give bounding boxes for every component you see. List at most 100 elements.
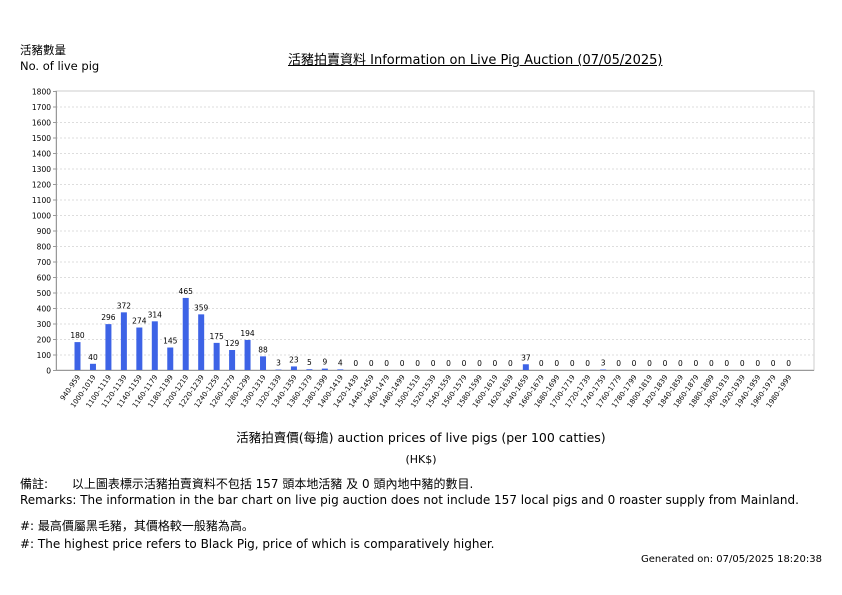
y-tick-label: 500 xyxy=(37,289,52,298)
bar xyxy=(522,364,529,370)
bar xyxy=(182,297,189,370)
y-tick-label: 800 xyxy=(37,243,52,252)
bar-value-label: 37 xyxy=(521,353,531,362)
bar-value-label: 0 xyxy=(632,359,637,368)
bar-value-label: 0 xyxy=(400,359,405,368)
bar xyxy=(260,356,267,370)
remarks: 備註: 以上圖表標示活豬拍賣資料不包括 157 頭本地活豬 及 0 頭內地中豬的… xyxy=(20,476,799,508)
y-axis-label-en: No. of live pig xyxy=(20,59,100,73)
y-tick-label: 600 xyxy=(37,274,52,283)
notes: #: 最高價屬黑毛豬，其價格較一般豬為高。 #: The highest pri… xyxy=(20,517,494,553)
bar-value-label: 0 xyxy=(678,359,683,368)
bar-value-label: 0 xyxy=(786,359,791,368)
bar-value-label: 0 xyxy=(539,359,544,368)
y-tick-label: 400 xyxy=(37,305,52,314)
bar-value-label: 3 xyxy=(276,359,281,368)
bar-chart: 0100200300400500600700800900100011001200… xyxy=(32,88,815,409)
bar-value-label: 40 xyxy=(88,353,98,362)
bar xyxy=(290,366,297,370)
note-en: #: The highest price refers to Black Pig… xyxy=(20,537,495,551)
bar-value-label: 0 xyxy=(771,359,776,368)
bar xyxy=(306,369,313,370)
bar-value-label: 314 xyxy=(148,310,163,319)
y-tick-label: 100 xyxy=(37,351,52,360)
remarks-zh-text: 以上圖表標示活豬拍賣資料不包括 157 頭本地活豬 及 0 頭內地中豬的數目. xyxy=(71,477,474,491)
bar xyxy=(105,324,112,370)
bar-value-label: 23 xyxy=(289,355,299,364)
y-tick-label: 0 xyxy=(46,367,51,376)
y-axis-label-zh: 活豬數量 xyxy=(20,43,66,57)
bar-value-label: 0 xyxy=(709,359,714,368)
bar-value-label: 372 xyxy=(117,301,132,310)
y-tick-label: 1600 xyxy=(32,119,51,128)
y-tick-label: 300 xyxy=(37,320,52,329)
bar-value-label: 88 xyxy=(258,345,268,354)
bar-value-label: 9 xyxy=(322,358,327,367)
bar-value-label: 0 xyxy=(353,359,358,368)
bar-value-label: 175 xyxy=(209,332,224,341)
bar xyxy=(198,314,205,370)
bar xyxy=(213,342,220,370)
remarks-en: Remarks: The information in the bar char… xyxy=(20,493,799,507)
y-tick-label: 1400 xyxy=(32,150,51,159)
bar-value-label: 274 xyxy=(132,317,147,326)
bar-value-label: 4 xyxy=(338,358,343,367)
bar xyxy=(337,369,344,370)
bar xyxy=(167,347,174,370)
remarks-zh-label: 備註: xyxy=(20,477,49,491)
y-tick-label: 1000 xyxy=(32,212,51,221)
bar xyxy=(74,342,81,370)
bar-value-label: 0 xyxy=(415,359,420,368)
bar-value-label: 0 xyxy=(755,359,760,368)
plot-area xyxy=(55,90,815,371)
bar-value-label: 145 xyxy=(163,337,178,346)
generated-timestamp: Generated on: 07/05/2025 18:20:38 xyxy=(641,554,822,565)
y-tick-label: 1100 xyxy=(32,196,51,205)
y-tick-label: 1200 xyxy=(32,181,51,190)
bar-value-label: 0 xyxy=(616,359,621,368)
bar-value-label: 0 xyxy=(585,359,590,368)
bar-value-label: 194 xyxy=(240,329,255,338)
y-tick-label: 700 xyxy=(37,258,52,267)
bar-value-label: 0 xyxy=(431,359,436,368)
bar-value-label: 0 xyxy=(554,359,559,368)
y-tick-label: 1300 xyxy=(32,165,51,174)
bar xyxy=(89,363,96,370)
x-axis-unit: (HK$) xyxy=(405,453,437,466)
chart-title: 活豬拍賣資料 Information on Live Pig Auction (… xyxy=(288,53,663,68)
bar-value-label: 296 xyxy=(101,313,116,322)
y-tick-label: 1500 xyxy=(32,134,51,143)
bar xyxy=(321,368,328,370)
bar-value-label: 0 xyxy=(462,359,467,368)
bar-value-label: 0 xyxy=(446,359,451,368)
bar-value-label: 180 xyxy=(70,331,85,340)
bar-value-label: 5 xyxy=(307,358,312,367)
y-tick-label: 200 xyxy=(37,336,52,345)
bar-value-label: 0 xyxy=(694,359,699,368)
y-tick-label: 1700 xyxy=(32,103,51,112)
bar xyxy=(244,339,251,370)
bar xyxy=(229,350,236,370)
bar-value-label: 0 xyxy=(493,359,498,368)
bar-value-label: 0 xyxy=(477,359,482,368)
bar-value-label: 0 xyxy=(369,359,374,368)
bar-value-label: 465 xyxy=(179,287,194,296)
bar xyxy=(120,312,127,370)
bar-value-label: 0 xyxy=(508,359,513,368)
bar-value-label: 359 xyxy=(194,303,209,312)
bar-value-label: 0 xyxy=(570,359,575,368)
bar xyxy=(151,321,158,370)
bar-value-label: 0 xyxy=(663,359,668,368)
note-zh: #: 最高價屬黑毛豬，其價格較一般豬為高。 xyxy=(20,519,254,533)
bar-value-label: 0 xyxy=(740,359,745,368)
x-axis-title: 活豬拍賣價(每擔) auction prices of live pigs (p… xyxy=(236,430,606,445)
bar xyxy=(136,327,143,370)
bar-value-label: 129 xyxy=(225,339,240,348)
bar-value-label: 3 xyxy=(601,359,606,368)
y-tick-label: 900 xyxy=(37,227,52,236)
bar-value-label: 0 xyxy=(724,359,729,368)
bar-value-label: 0 xyxy=(384,359,389,368)
y-tick-label: 1800 xyxy=(32,88,51,97)
bar-value-label: 0 xyxy=(647,359,652,368)
y-axis-label: 活豬數量 No. of live pig xyxy=(20,42,99,74)
